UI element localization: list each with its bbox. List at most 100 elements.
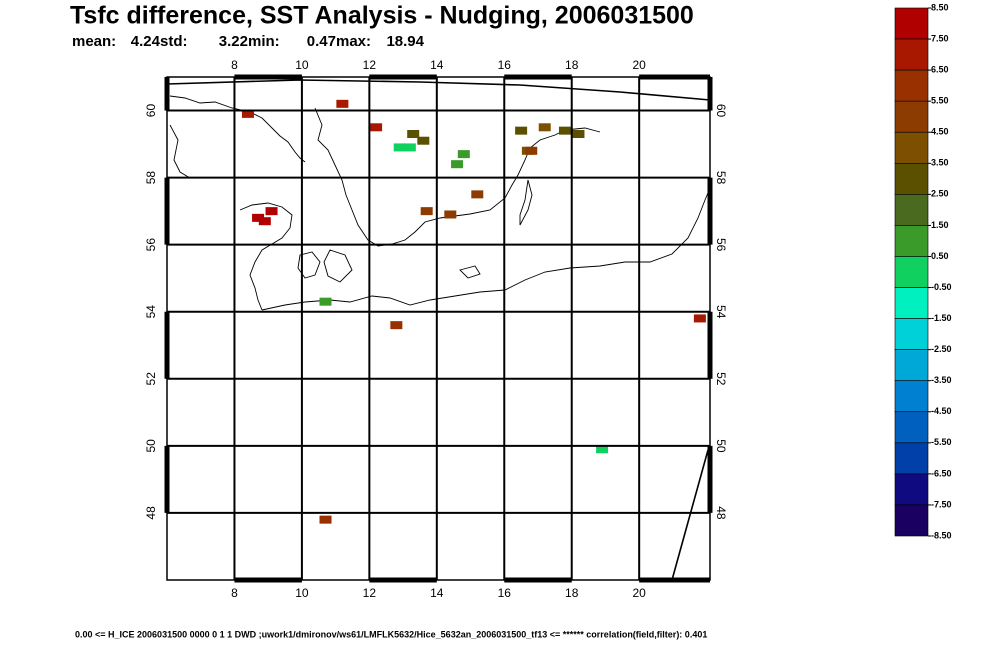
y-tick-label: 58 xyxy=(714,171,728,185)
colorbar-cell xyxy=(894,349,929,382)
colorbar-label: -0.50 xyxy=(931,282,952,292)
colorbar-cell xyxy=(894,162,929,195)
colorbar-label: -7.50 xyxy=(931,499,952,509)
x-tick-label: 16 xyxy=(498,586,512,600)
title: Tsfc difference, SST Analysis - Nudging,… xyxy=(70,2,694,30)
coastline xyxy=(166,79,711,101)
x-tick-label: 14 xyxy=(430,58,444,72)
y-tick-label: 56 xyxy=(714,238,728,252)
data-cell xyxy=(572,130,585,139)
y-tick-label: 50 xyxy=(144,439,158,453)
colorbar-cell xyxy=(894,411,929,444)
y-tick-label: 50 xyxy=(714,439,728,453)
data-cell xyxy=(471,190,484,199)
data-cell xyxy=(457,150,470,159)
coastline xyxy=(169,95,306,163)
data-cell xyxy=(393,143,406,152)
x-tick-label: 20 xyxy=(632,586,646,600)
colorbar-cell xyxy=(894,38,929,71)
stat-label: max: xyxy=(336,33,371,50)
data-cell xyxy=(265,207,278,216)
data-cell xyxy=(596,445,609,454)
data-cell xyxy=(258,217,271,226)
stat-value: 4.24 xyxy=(131,33,161,50)
colorbar-label: 3.50 xyxy=(931,158,949,168)
data-cell xyxy=(538,123,551,132)
data-cell xyxy=(252,213,265,222)
x-tick-label: 14 xyxy=(430,586,444,600)
stat-label: min: xyxy=(248,33,280,50)
colorbar: 8.50 7.50 6.50 5.50 4.50 3.50 2.50 1.50 0.50 -0.5… xyxy=(894,2,952,540)
data-cell xyxy=(403,143,416,152)
colorbar-label: 2.50 xyxy=(931,189,949,199)
colorbar-label: 5.50 xyxy=(931,96,949,106)
colorbar-label: -6.50 xyxy=(931,468,952,478)
colorbar-cell xyxy=(894,504,929,537)
stats: mean: 4.24 std: 3.22 min: 0.47 max: 18.94 xyxy=(72,33,425,50)
colorbar-label: -1.50 xyxy=(931,313,952,323)
stat-value: 3.22 xyxy=(219,33,248,50)
x-tick-label: 20 xyxy=(632,58,646,72)
colorbar-label: 4.50 xyxy=(931,127,949,137)
coastline xyxy=(314,107,601,247)
colorbar-cell xyxy=(894,194,929,226)
colorbar-cell xyxy=(894,380,929,413)
x-tick-label: 10 xyxy=(295,586,309,600)
y-tick-label: 54 xyxy=(144,305,158,319)
y-tick-label: 48 xyxy=(144,506,158,520)
colorbar-cell xyxy=(894,318,929,350)
colorbar-label: 8.50 xyxy=(931,2,949,12)
colorbar-cell xyxy=(894,473,929,506)
x-tick-label: 12 xyxy=(363,586,377,600)
colorbar-cell xyxy=(894,225,929,257)
colorbar-label: 7.50 xyxy=(931,33,949,43)
x-tick-label: 18 xyxy=(565,586,579,600)
data-cell xyxy=(407,130,420,139)
data-cell xyxy=(420,207,433,216)
y-tick-label: 54 xyxy=(714,305,728,319)
x-tick-label: 8 xyxy=(231,58,238,72)
coastline xyxy=(297,251,321,279)
stat-label: mean: xyxy=(72,33,116,50)
data-cells xyxy=(241,99,706,524)
colorbar-cell xyxy=(894,131,929,164)
data-cell xyxy=(417,136,430,145)
y-tick-label: 48 xyxy=(714,506,728,520)
colorbar-label: -5.50 xyxy=(931,437,952,447)
stat-value: 0.47 xyxy=(307,33,336,50)
data-cell xyxy=(693,314,706,323)
colorbar-label: -3.50 xyxy=(931,375,952,385)
data-cell xyxy=(370,123,383,132)
data-cell xyxy=(451,160,464,169)
coastline xyxy=(169,124,191,179)
data-cell xyxy=(558,126,571,135)
colorbar-cell xyxy=(894,69,929,102)
y-tick-label: 52 xyxy=(714,372,728,386)
y-tick-label: 60 xyxy=(714,104,728,118)
coastline xyxy=(459,265,481,279)
data-cell xyxy=(525,146,538,155)
y-tick-label: 58 xyxy=(144,171,158,185)
colorbar-label: -4.50 xyxy=(931,406,952,416)
data-cell xyxy=(319,515,332,524)
data-cell xyxy=(319,297,332,306)
coastline xyxy=(261,187,711,311)
coastline xyxy=(239,202,293,311)
x-tick-label: 16 xyxy=(498,58,512,72)
data-cell xyxy=(241,109,254,118)
colorbar-label: 6.50 xyxy=(931,64,949,74)
footer: 0.00 <= H_ICE 2006031500 0000 0 1 1 DWD … xyxy=(75,629,707,639)
data-cell xyxy=(390,321,403,330)
map-frame xyxy=(166,76,711,581)
colorbar-cell xyxy=(894,100,929,133)
x-tick-label: 18 xyxy=(565,58,579,72)
colorbar-label: 1.50 xyxy=(931,220,949,230)
colorbar-cell xyxy=(894,256,929,288)
data-cell xyxy=(336,99,349,108)
stat-label: std: xyxy=(160,33,188,50)
coastlines xyxy=(166,79,711,581)
grid: 8 8 10 10 12 12 14 14 16 16 18 18 20 20 48 48 50 50 52 52 54… xyxy=(144,58,728,600)
colorbar-cell xyxy=(894,442,929,475)
x-tick-label: 8 xyxy=(231,586,238,600)
